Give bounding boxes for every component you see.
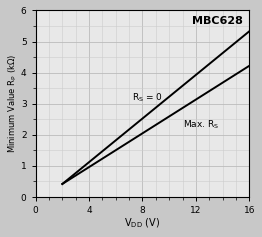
Text: MBC628: MBC628: [192, 16, 243, 26]
Text: $\mathregular{R_S}$ = 0: $\mathregular{R_S}$ = 0: [132, 92, 163, 104]
Text: Max. $\mathregular{R_S}$: Max. $\mathregular{R_S}$: [183, 118, 219, 131]
X-axis label: $\mathregular{V_{DD}}$ (V): $\mathregular{V_{DD}}$ (V): [124, 216, 161, 230]
Y-axis label: Minimum Value $\mathregular{R_P}$ (k$\Omega$): Minimum Value $\mathregular{R_P}$ (k$\Om…: [7, 54, 19, 153]
